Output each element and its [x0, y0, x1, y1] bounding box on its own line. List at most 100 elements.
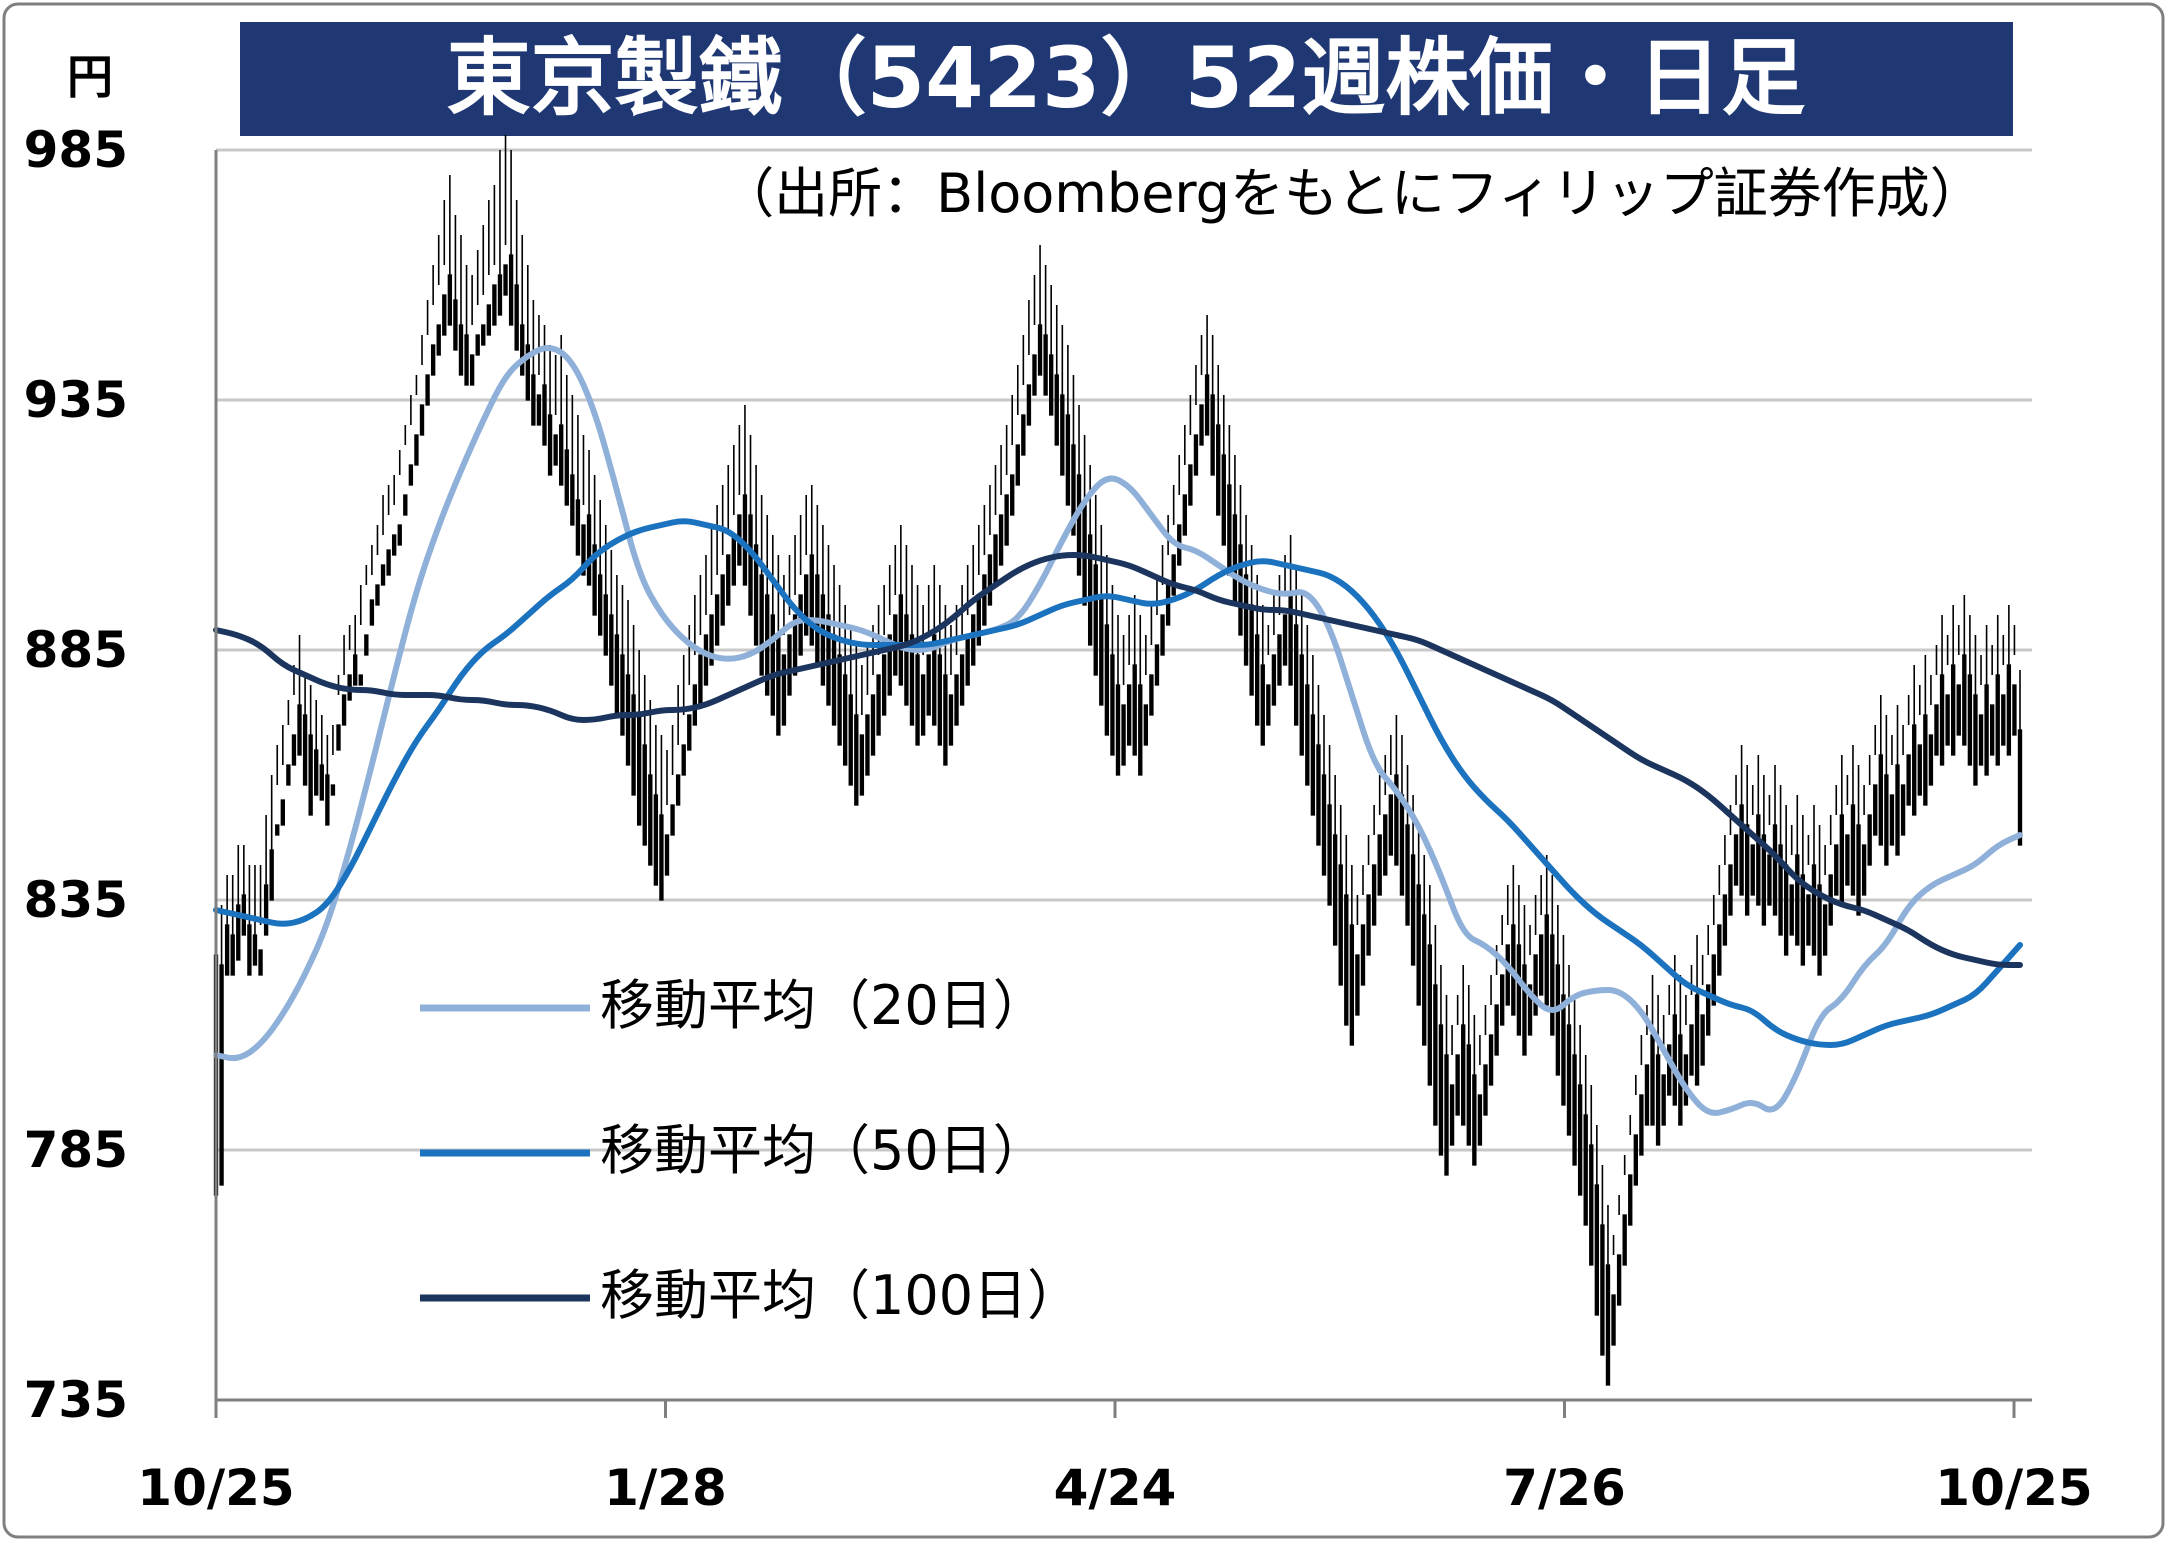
- candle: [720, 485, 725, 626]
- candle: [1912, 665, 1917, 816]
- candle: [536, 315, 542, 426]
- candle: [1377, 775, 1382, 896]
- candle: [1132, 595, 1137, 756]
- candle: [1516, 885, 1522, 1036]
- candle: [1483, 1005, 1488, 1116]
- legend-label-ma20: 移動平均（20日）: [600, 974, 1047, 1037]
- candle: [1895, 705, 1900, 856]
- candle: [1856, 765, 1861, 916]
- candle: [314, 700, 319, 796]
- candle: [1939, 615, 1945, 766]
- candle: [1210, 335, 1215, 476]
- candle: [1394, 715, 1399, 866]
- candle: [2001, 635, 2006, 746]
- x-tick-label: 4/24: [1054, 1459, 1177, 1517]
- candle: [1444, 995, 1449, 1176]
- candle: [275, 745, 280, 836]
- candle: [1321, 715, 1327, 876]
- candle: [887, 565, 892, 696]
- candle: [1032, 275, 1037, 396]
- source-note: （出所：Bloombergをもとにフィリップ証券作成）: [720, 162, 1984, 225]
- candle: [726, 465, 731, 606]
- y-unit-label: 円: [67, 50, 113, 104]
- candle: [1583, 1055, 1588, 1226]
- candle: [1076, 405, 1082, 576]
- candle: [1021, 335, 1026, 456]
- candle: [1756, 755, 1761, 906]
- candle: [1087, 465, 1093, 646]
- candle: [414, 375, 419, 466]
- candle: [1500, 915, 1505, 1026]
- candle: [269, 775, 274, 901]
- candle: [408, 395, 414, 486]
- candle: [1834, 785, 1839, 896]
- candle: [1639, 1035, 1644, 1156]
- candle: [1360, 865, 1366, 986]
- y-tick-label: 885: [24, 621, 128, 679]
- candle: [1956, 625, 1961, 736]
- candle: [1310, 655, 1316, 816]
- candle: [631, 625, 636, 796]
- candle: [353, 615, 358, 686]
- candle: [575, 415, 581, 556]
- candle: [252, 865, 258, 966]
- candle: [586, 450, 592, 586]
- candle: [881, 585, 887, 716]
- candle: [1126, 615, 1132, 746]
- candle: [547, 345, 553, 476]
- candle: [1622, 1155, 1627, 1266]
- candle: [1427, 885, 1432, 1086]
- candle: [687, 625, 692, 751]
- candle: [1461, 965, 1466, 1126]
- candle: [397, 450, 402, 546]
- candle: [581, 435, 586, 576]
- candle: [1522, 905, 1527, 1056]
- candle: [258, 865, 263, 976]
- candle: [1533, 895, 1538, 1016]
- candle: [1995, 615, 2000, 766]
- moving-average-lines: [213, 345, 2023, 1116]
- candle: [1121, 635, 1126, 766]
- candle: [1861, 785, 1867, 896]
- candle: [497, 150, 503, 316]
- candle: [714, 505, 720, 646]
- candle: [391, 475, 397, 556]
- candle: [1867, 755, 1872, 866]
- candle: [820, 525, 826, 686]
- candle: [1143, 635, 1149, 746]
- candle: [1733, 775, 1739, 886]
- candle: [1026, 300, 1032, 426]
- candle: [553, 355, 558, 466]
- candle: [1488, 975, 1494, 1086]
- candle: [1149, 605, 1154, 716]
- legend: 移動平均（20日） 移動平均（50日） 移動平均（100日）: [420, 974, 1081, 1327]
- candle: [1811, 805, 1817, 956]
- legend-label-ma50: 移動平均（50日）: [600, 1119, 1047, 1182]
- candle: [1711, 895, 1716, 1006]
- candle: [247, 865, 252, 976]
- candle: [932, 565, 937, 726]
- candle: [809, 485, 814, 646]
- candle: [1934, 645, 1939, 756]
- candle: [709, 525, 714, 666]
- candle: [380, 495, 386, 586]
- candle: [1978, 655, 1984, 766]
- candle: [542, 325, 547, 446]
- candle: [603, 525, 608, 656]
- y-tick-label: 985: [24, 121, 128, 179]
- candle: [659, 735, 664, 901]
- candle: [1600, 1165, 1605, 1356]
- candle: [1672, 955, 1677, 1106]
- candle: [1410, 795, 1416, 966]
- candle: [1216, 365, 1221, 516]
- candle: [1566, 965, 1572, 1136]
- y-tick-label: 935: [24, 371, 128, 429]
- candle: [703, 555, 709, 686]
- candle: [1850, 745, 1856, 896]
- ma50-line: [213, 518, 2023, 1048]
- candle: [1054, 305, 1059, 446]
- candle: [1466, 985, 1471, 1146]
- candle: [1555, 905, 1561, 1076]
- candle: [1188, 395, 1193, 506]
- candle: [1266, 625, 1271, 726]
